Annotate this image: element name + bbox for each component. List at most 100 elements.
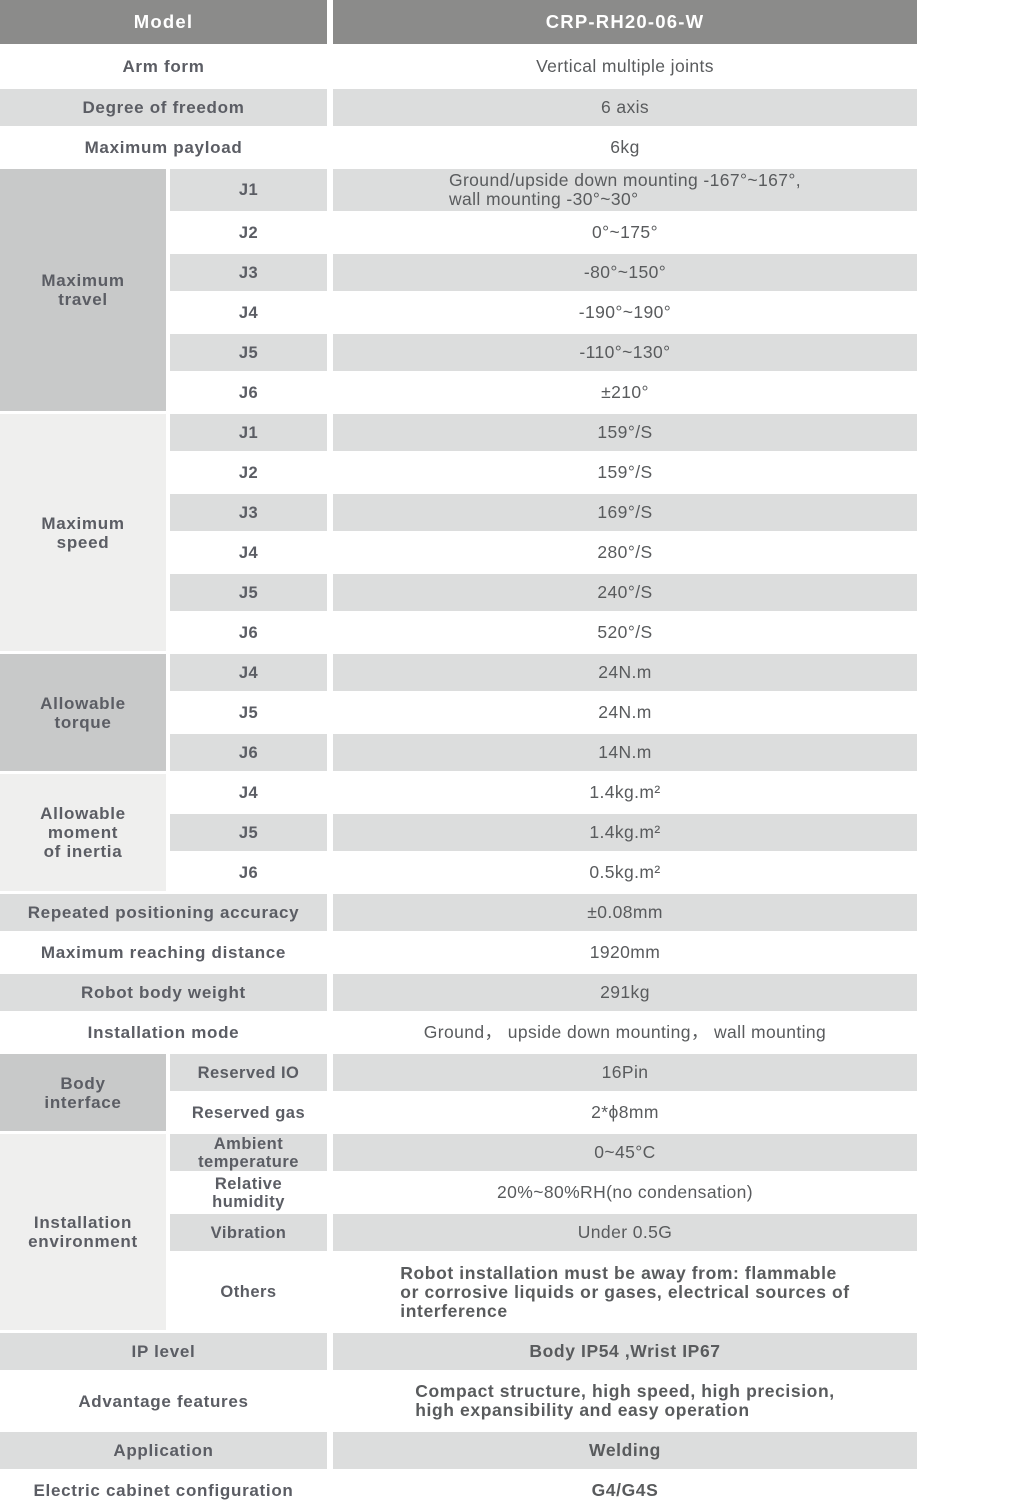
row-relative-humidity: Relative humidity 20%~80%RH(no condensat… bbox=[170, 1174, 917, 1211]
row-label: Repeated positioning accuracy bbox=[27, 903, 300, 922]
sub-label: J5 bbox=[238, 703, 259, 722]
row-speed-j6: J6 520°/S bbox=[170, 614, 917, 651]
row-ambient-temperature: Ambient temperature 0~45°C bbox=[170, 1134, 917, 1171]
section-maximum-speed: Maximum speed J1 159°/S J2 159°/S J3 169… bbox=[0, 414, 917, 651]
row-arm-form: Arm form Vertical multiple joints bbox=[0, 47, 917, 86]
row-travel-j3: J3 -80°~150° bbox=[170, 254, 917, 291]
row-value: 280°/S bbox=[597, 542, 653, 562]
row-installation-mode: Installation mode Ground， upside down mo… bbox=[0, 1014, 917, 1051]
row-inertia-j5: J5 1.4kg.m² bbox=[170, 814, 917, 851]
row-value: ±210° bbox=[601, 382, 649, 402]
sub-label: J1 bbox=[238, 181, 259, 199]
group-label: Installation environment bbox=[28, 1213, 138, 1251]
row-label: Maximum payload bbox=[84, 138, 243, 157]
row-value: Body IP54 ,Wrist IP67 bbox=[529, 1341, 721, 1361]
row-value: 0°~175° bbox=[592, 222, 658, 242]
model-value: CRP-RH20-06-W bbox=[545, 11, 705, 32]
row-speed-j3: J3 169°/S bbox=[170, 494, 917, 531]
row-label: IP level bbox=[131, 1342, 196, 1361]
row-speed-j5: J5 240°/S bbox=[170, 574, 917, 611]
row-speed-j2: J2 159°/S bbox=[170, 454, 917, 491]
group-label-cell: Maximum speed bbox=[0, 414, 166, 651]
sub-label: Relative humidity bbox=[212, 1174, 285, 1211]
sub-label: J5 bbox=[238, 823, 259, 842]
row-value: -110°~130° bbox=[579, 342, 671, 362]
sub-label: J4 bbox=[238, 303, 259, 322]
row-value: Under 0.5G bbox=[577, 1222, 673, 1242]
sub-label: J3 bbox=[238, 503, 259, 522]
row-speed-j4: J4 280°/S bbox=[170, 534, 917, 571]
row-others: Others Robot installation must be away f… bbox=[170, 1254, 917, 1330]
row-repeated-positioning-accuracy: Repeated positioning accuracy ±0.08mm bbox=[0, 894, 917, 931]
robot-spec-table: Model CRP-RH20-06-W Arm form Vertical mu… bbox=[0, 0, 917, 1509]
row-ip-level: IP level Body IP54 ,Wrist IP67 bbox=[0, 1333, 917, 1370]
sub-label: Ambient temperature bbox=[198, 1134, 299, 1171]
model-header-cell: Model bbox=[0, 0, 327, 44]
section-allowable-moment-of-inertia: Allowable moment of inertia J4 1.4kg.m² … bbox=[0, 774, 917, 891]
row-value: 20%~80%RH(no condensation) bbox=[496, 1182, 754, 1202]
row-value: 1920mm bbox=[589, 942, 661, 962]
sub-label: Others bbox=[220, 1283, 277, 1301]
row-label: Arm form bbox=[122, 57, 205, 76]
row-travel-j1: J1 Ground/upside down mounting -167°~167… bbox=[170, 169, 917, 211]
row-speed-j1: J1 159°/S bbox=[170, 414, 917, 451]
row-label: Maximum reaching distance bbox=[40, 943, 287, 962]
sub-label: J4 bbox=[238, 543, 259, 562]
group-label: Body interface bbox=[44, 1073, 122, 1112]
row-reserved-gas: Reserved gas 2*ϕ8mm bbox=[170, 1094, 917, 1131]
row-value: Ground， upside down mounting， wall mount… bbox=[423, 1022, 827, 1042]
row-travel-j5: J5 -110°~130° bbox=[170, 334, 917, 371]
row-value: Vertical multiple joints bbox=[536, 56, 714, 76]
group-label-cell: Body interface bbox=[0, 1054, 166, 1131]
row-inertia-j4: J4 1.4kg.m² bbox=[170, 774, 917, 811]
row-value: 0.5kg.m² bbox=[589, 862, 661, 882]
row-robot-body-weight: Robot body weight 291kg bbox=[0, 974, 917, 1011]
sub-label: J4 bbox=[238, 663, 259, 682]
header-row: Model CRP-RH20-06-W bbox=[0, 0, 917, 44]
row-value: 1.4kg.m² bbox=[589, 822, 661, 842]
model-header-label: Model bbox=[133, 11, 194, 32]
row-value: 240°/S bbox=[597, 582, 653, 602]
model-value-cell: CRP-RH20-06-W bbox=[333, 0, 917, 44]
row-value: -190°~190° bbox=[578, 302, 672, 322]
group-label: Maximum speed bbox=[41, 513, 125, 552]
sub-label: J6 bbox=[238, 863, 259, 882]
row-value: G4/G4S bbox=[591, 1480, 659, 1500]
row-reserved-io: Reserved IO 16Pin bbox=[170, 1054, 917, 1091]
row-value: ±0.08mm bbox=[587, 902, 663, 922]
section-installation-environment: Installation environment Ambient tempera… bbox=[0, 1134, 917, 1330]
sub-label: J3 bbox=[238, 263, 259, 282]
row-value: Ground/upside down mounting -167°~167°, … bbox=[448, 170, 802, 209]
row-value: 169°/S bbox=[597, 502, 653, 522]
row-torque-j6: J6 14N.m bbox=[170, 734, 917, 771]
row-torque-j5: J5 24N.m bbox=[170, 694, 917, 731]
group-label: Allowable moment of inertia bbox=[40, 804, 126, 861]
row-value: 14N.m bbox=[598, 742, 652, 762]
group-label-cell: Installation environment bbox=[0, 1134, 166, 1330]
row-travel-j2: J2 0°~175° bbox=[170, 214, 917, 251]
row-value: 16Pin bbox=[601, 1062, 649, 1082]
row-value: 2*ϕ8mm bbox=[591, 1102, 659, 1122]
sub-label: J6 bbox=[238, 383, 259, 402]
section-body-interface: Body interface Reserved IO 16Pin Reserve… bbox=[0, 1054, 917, 1131]
sub-label: J4 bbox=[238, 783, 259, 802]
row-value: -80°~150° bbox=[583, 262, 667, 282]
row-value: 0~45°C bbox=[594, 1142, 656, 1162]
row-label: Advantage features bbox=[78, 1391, 249, 1411]
sub-label: J5 bbox=[238, 583, 259, 602]
section-maximum-travel: Maximum travel J1 Ground/upside down mou… bbox=[0, 169, 917, 411]
row-inertia-j6: J6 0.5kg.m² bbox=[170, 854, 917, 891]
sub-label: J5 bbox=[238, 343, 259, 362]
row-value: 159°/S bbox=[597, 422, 653, 442]
row-travel-j6: J6 ±210° bbox=[170, 374, 917, 411]
row-maximum-payload: Maximum payload 6kg bbox=[0, 129, 917, 166]
row-torque-j4: J4 24N.m bbox=[170, 654, 917, 691]
row-value: 159°/S bbox=[597, 462, 653, 482]
row-value: 6kg bbox=[610, 137, 640, 157]
row-label: Electric cabinet configuration bbox=[33, 1481, 294, 1500]
row-label: Degree of freedom bbox=[82, 98, 245, 117]
row-maximum-reaching-distance: Maximum reaching distance 1920mm bbox=[0, 934, 917, 971]
sub-label: J2 bbox=[238, 223, 259, 242]
row-degree-of-freedom: Degree of freedom 6 axis bbox=[0, 89, 917, 126]
row-electric-cabinet-configuration: Electric cabinet configuration G4/G4S bbox=[0, 1472, 917, 1509]
